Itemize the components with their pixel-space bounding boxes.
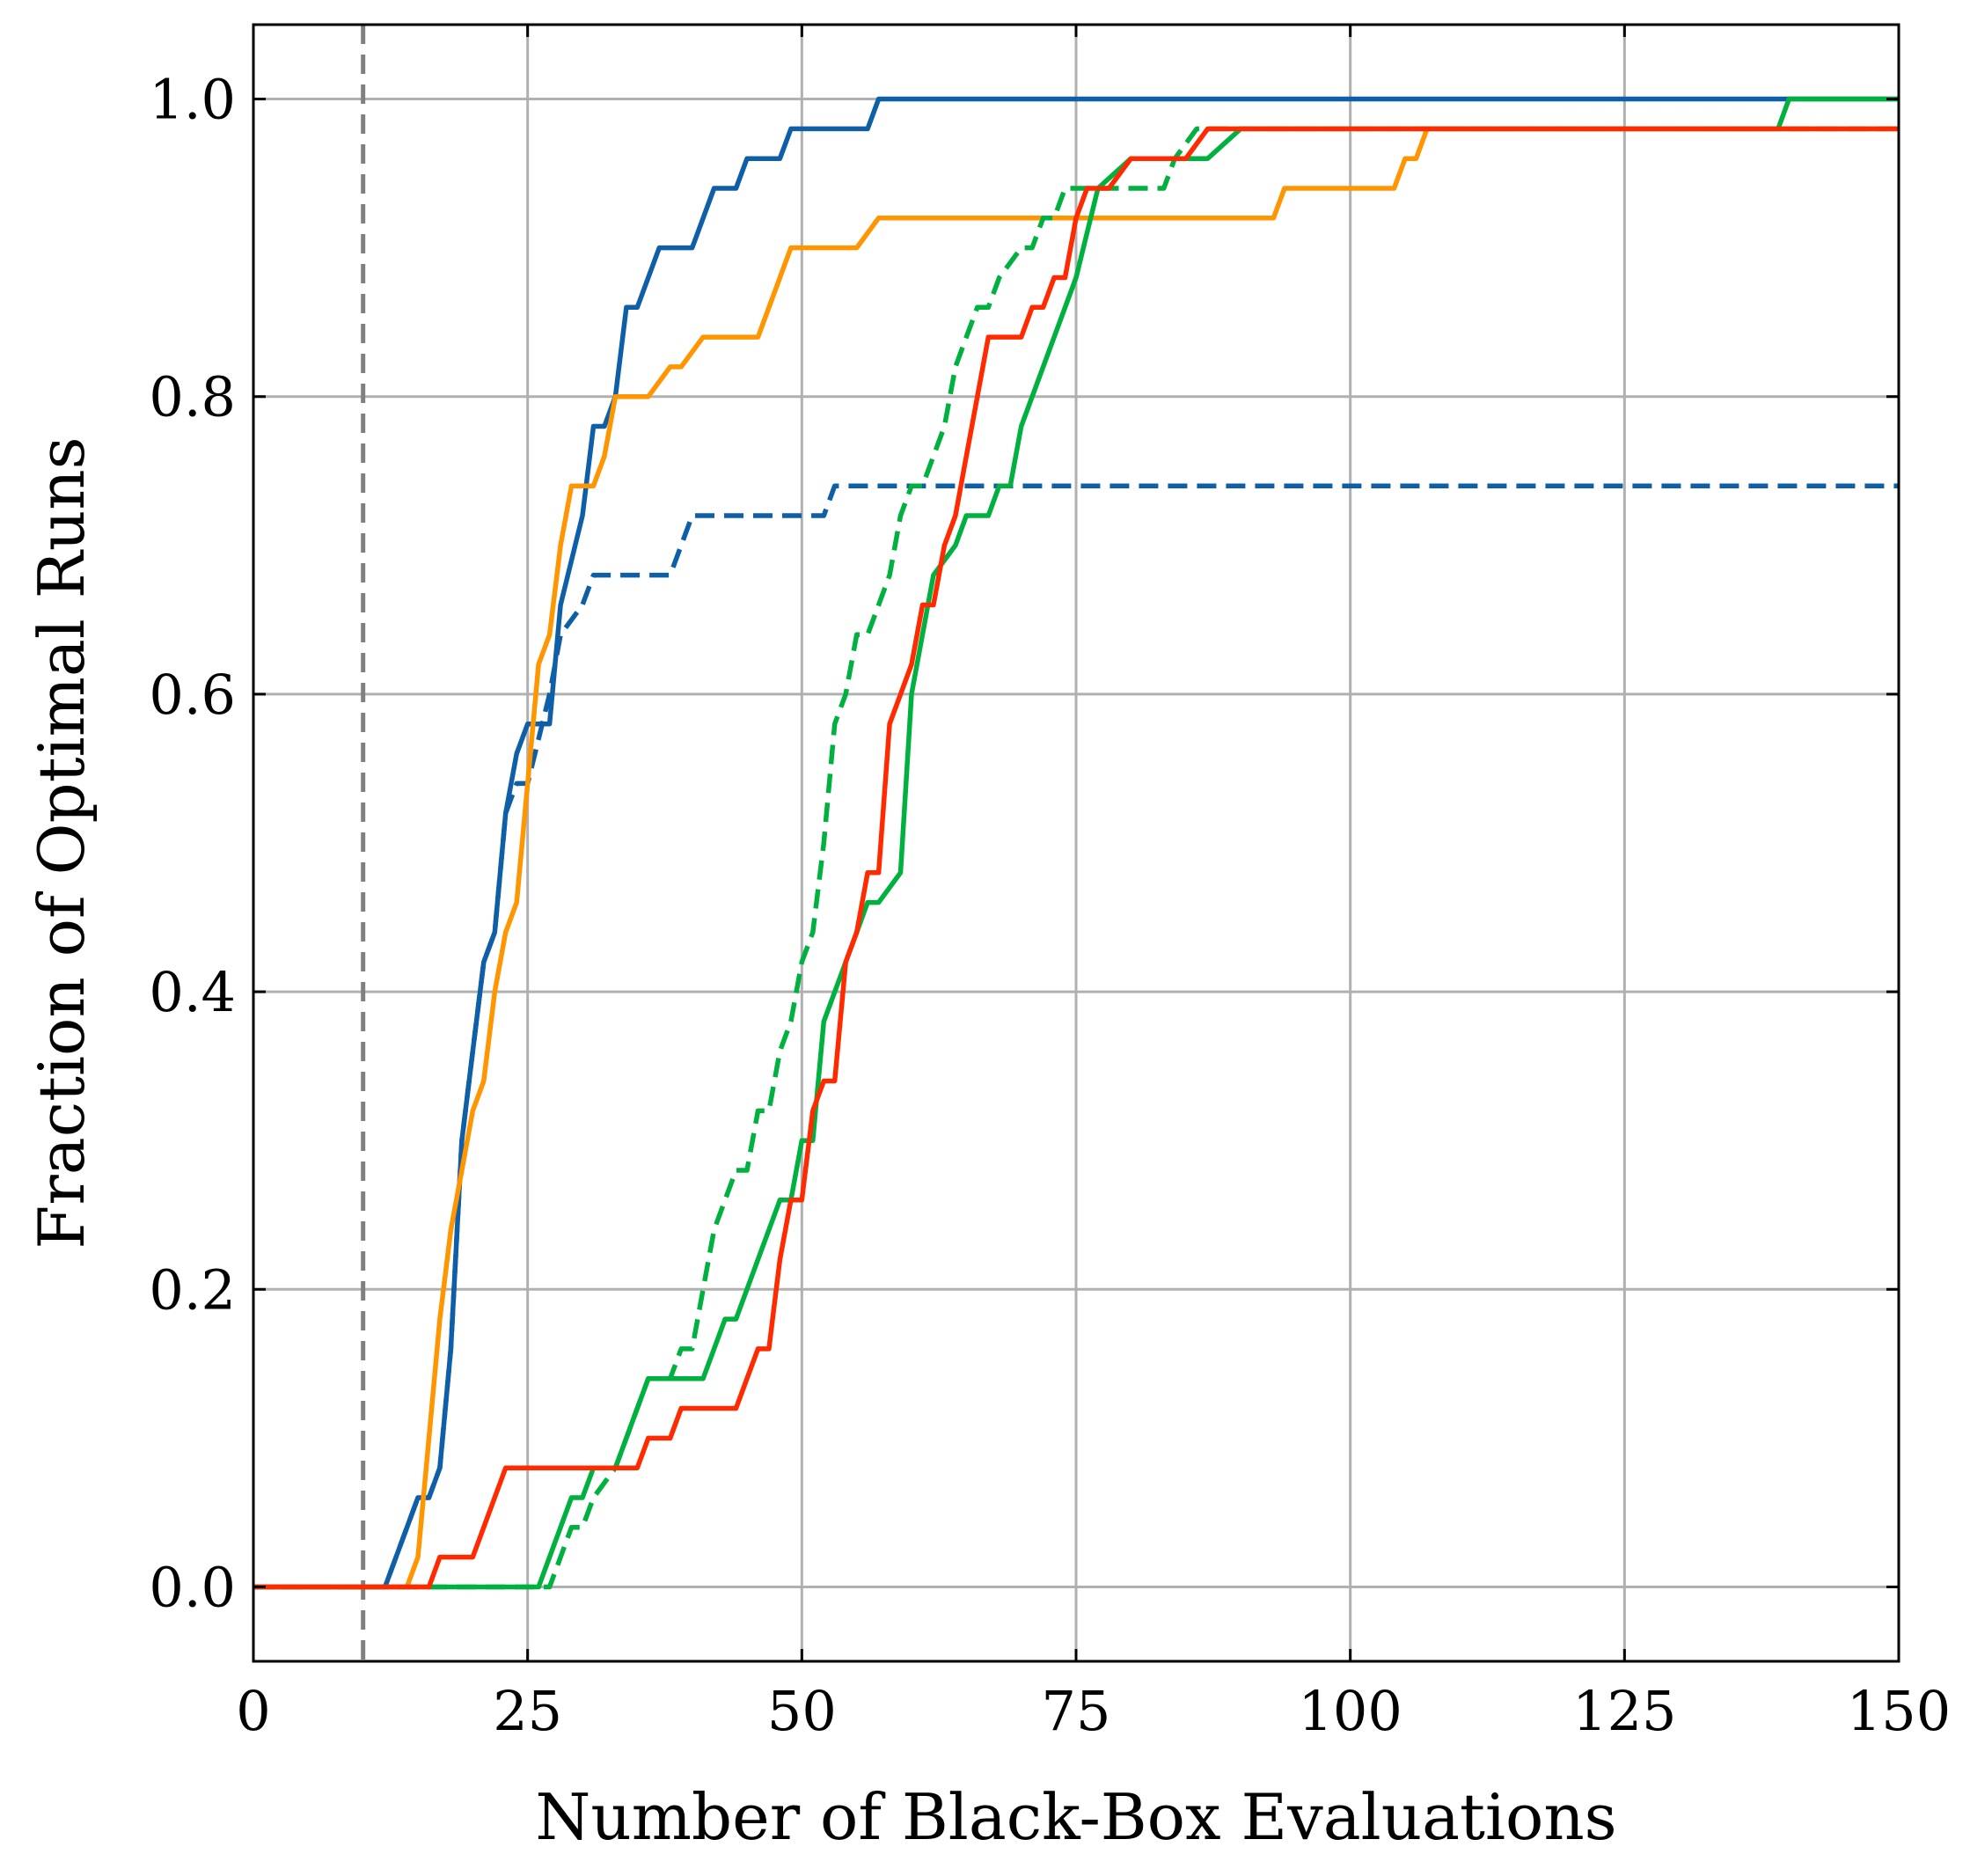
y-tick-label: 0.4 (149, 960, 236, 1024)
series-line-6 (253, 126, 1899, 1590)
x-tick-label: 100 (1298, 1679, 1402, 1743)
x-axis-label: Number of Black-Box Evaluations (535, 1780, 1616, 1854)
series-group (253, 96, 1899, 1590)
y-tick-label: 0.0 (149, 1555, 236, 1619)
y-tick-label: 0.2 (149, 1257, 236, 1322)
y-tick-label: 0.8 (149, 365, 236, 429)
series-line-3 (253, 126, 1899, 1590)
y-axis-label: Fraction of Optimal Runs (25, 436, 99, 1249)
series-line-5 (253, 126, 1899, 1590)
x-tick-label: 150 (1847, 1679, 1951, 1743)
ticks: 0 25 50 75 100 125 150 0.0 0.2 0.4 0.6 0.8 1.0 (149, 25, 1951, 1743)
series-line-2 (253, 483, 1899, 1590)
x-tick-label: 125 (1572, 1679, 1676, 1743)
y-tick-label: 0.6 (149, 663, 236, 727)
y-tick-label: 1.0 (149, 68, 236, 132)
x-tick-label: 0 (236, 1679, 270, 1743)
x-tick-label: 50 (767, 1679, 837, 1743)
x-tick-label: 25 (493, 1679, 562, 1743)
x-tick-label: 75 (1042, 1679, 1111, 1743)
